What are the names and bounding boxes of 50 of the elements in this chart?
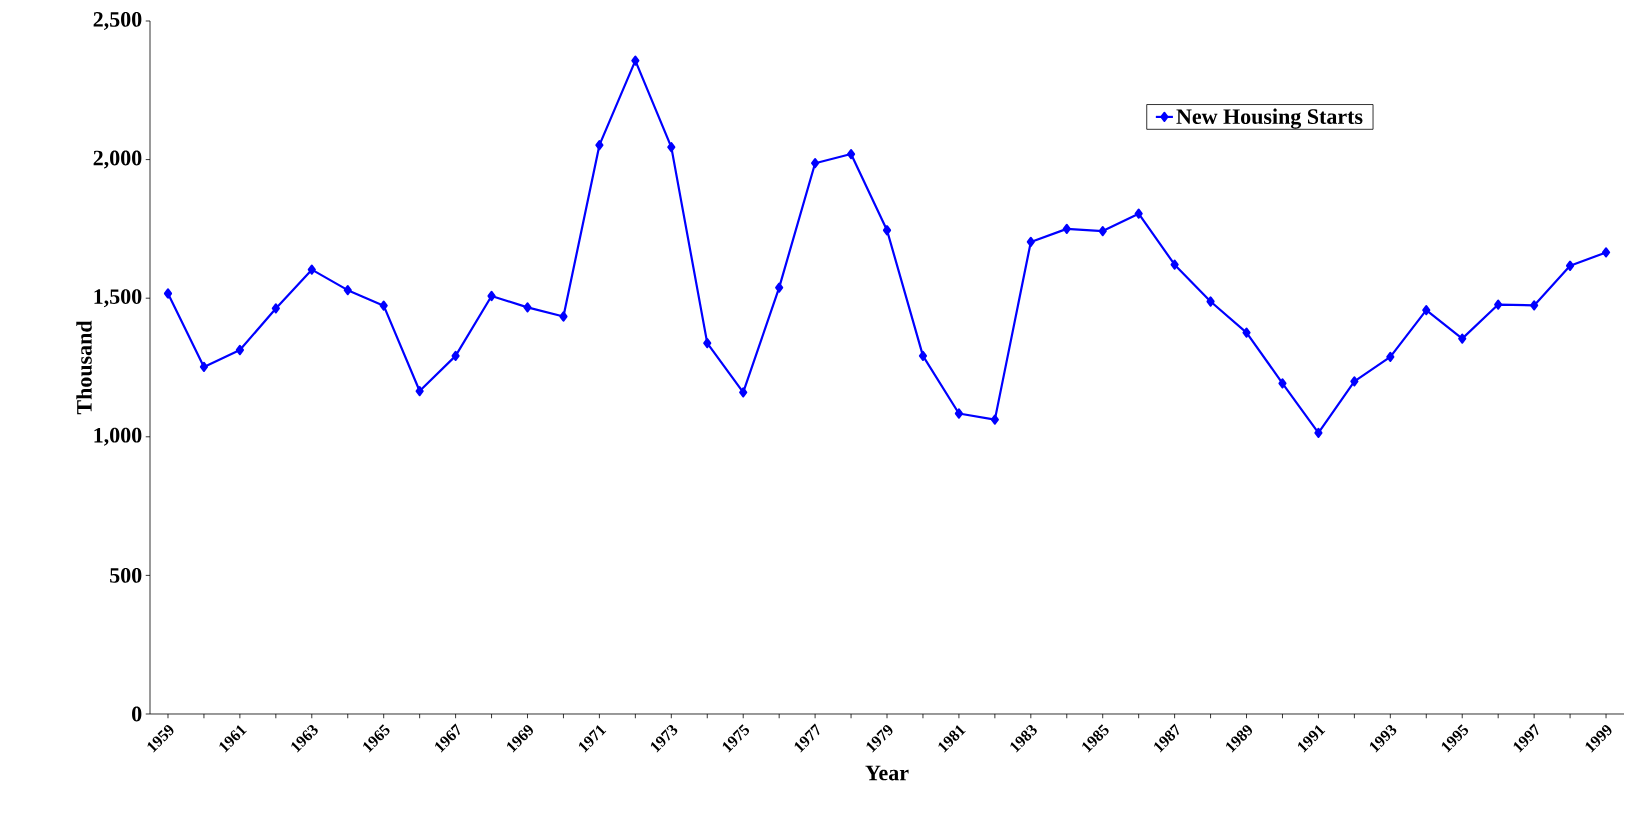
point bbox=[307, 264, 316, 275]
point bbox=[1134, 208, 1143, 219]
point bbox=[1350, 376, 1359, 387]
point bbox=[990, 414, 999, 425]
point bbox=[1494, 299, 1503, 310]
point bbox=[954, 408, 964, 419]
point bbox=[1278, 378, 1287, 389]
point bbox=[631, 55, 640, 66]
point bbox=[1098, 226, 1107, 237]
point bbox=[1206, 296, 1215, 307]
y-tick-label: 2,500 bbox=[93, 11, 142, 31]
point bbox=[1314, 427, 1323, 439]
point bbox=[1530, 300, 1539, 311]
point bbox=[235, 344, 244, 356]
point bbox=[667, 142, 676, 153]
point bbox=[918, 350, 928, 361]
point bbox=[559, 311, 568, 322]
point bbox=[1565, 260, 1575, 271]
y-tick-label: 2,000 bbox=[93, 150, 142, 169]
legend-label: New Housing Starts bbox=[1176, 108, 1363, 129]
point bbox=[739, 387, 748, 398]
point bbox=[1386, 351, 1395, 363]
x-axis-title: Year bbox=[865, 765, 909, 781]
point bbox=[451, 350, 460, 361]
point bbox=[343, 285, 352, 296]
point bbox=[487, 290, 496, 302]
point bbox=[811, 158, 820, 169]
point bbox=[523, 302, 532, 313]
point bbox=[1062, 223, 1071, 234]
point bbox=[379, 300, 388, 311]
point bbox=[1458, 333, 1467, 344]
y-tick-label: 500 bbox=[110, 567, 142, 583]
point bbox=[199, 361, 209, 373]
y-axis-title: Thousand bbox=[76, 320, 92, 415]
point bbox=[882, 225, 892, 236]
point bbox=[1026, 236, 1035, 248]
point bbox=[846, 148, 856, 160]
point bbox=[775, 282, 784, 293]
point bbox=[1601, 247, 1611, 258]
point bbox=[163, 288, 173, 299]
y-tick-label: 0 bbox=[132, 706, 142, 722]
point bbox=[1170, 259, 1179, 270]
point bbox=[415, 385, 424, 397]
point bbox=[1242, 327, 1251, 338]
y-tick-label: 1,000 bbox=[94, 427, 142, 446]
point bbox=[271, 303, 280, 314]
point bbox=[1422, 305, 1431, 316]
y-tick-label: 1,500 bbox=[94, 289, 142, 308]
point bbox=[595, 140, 604, 151]
point bbox=[703, 337, 712, 349]
